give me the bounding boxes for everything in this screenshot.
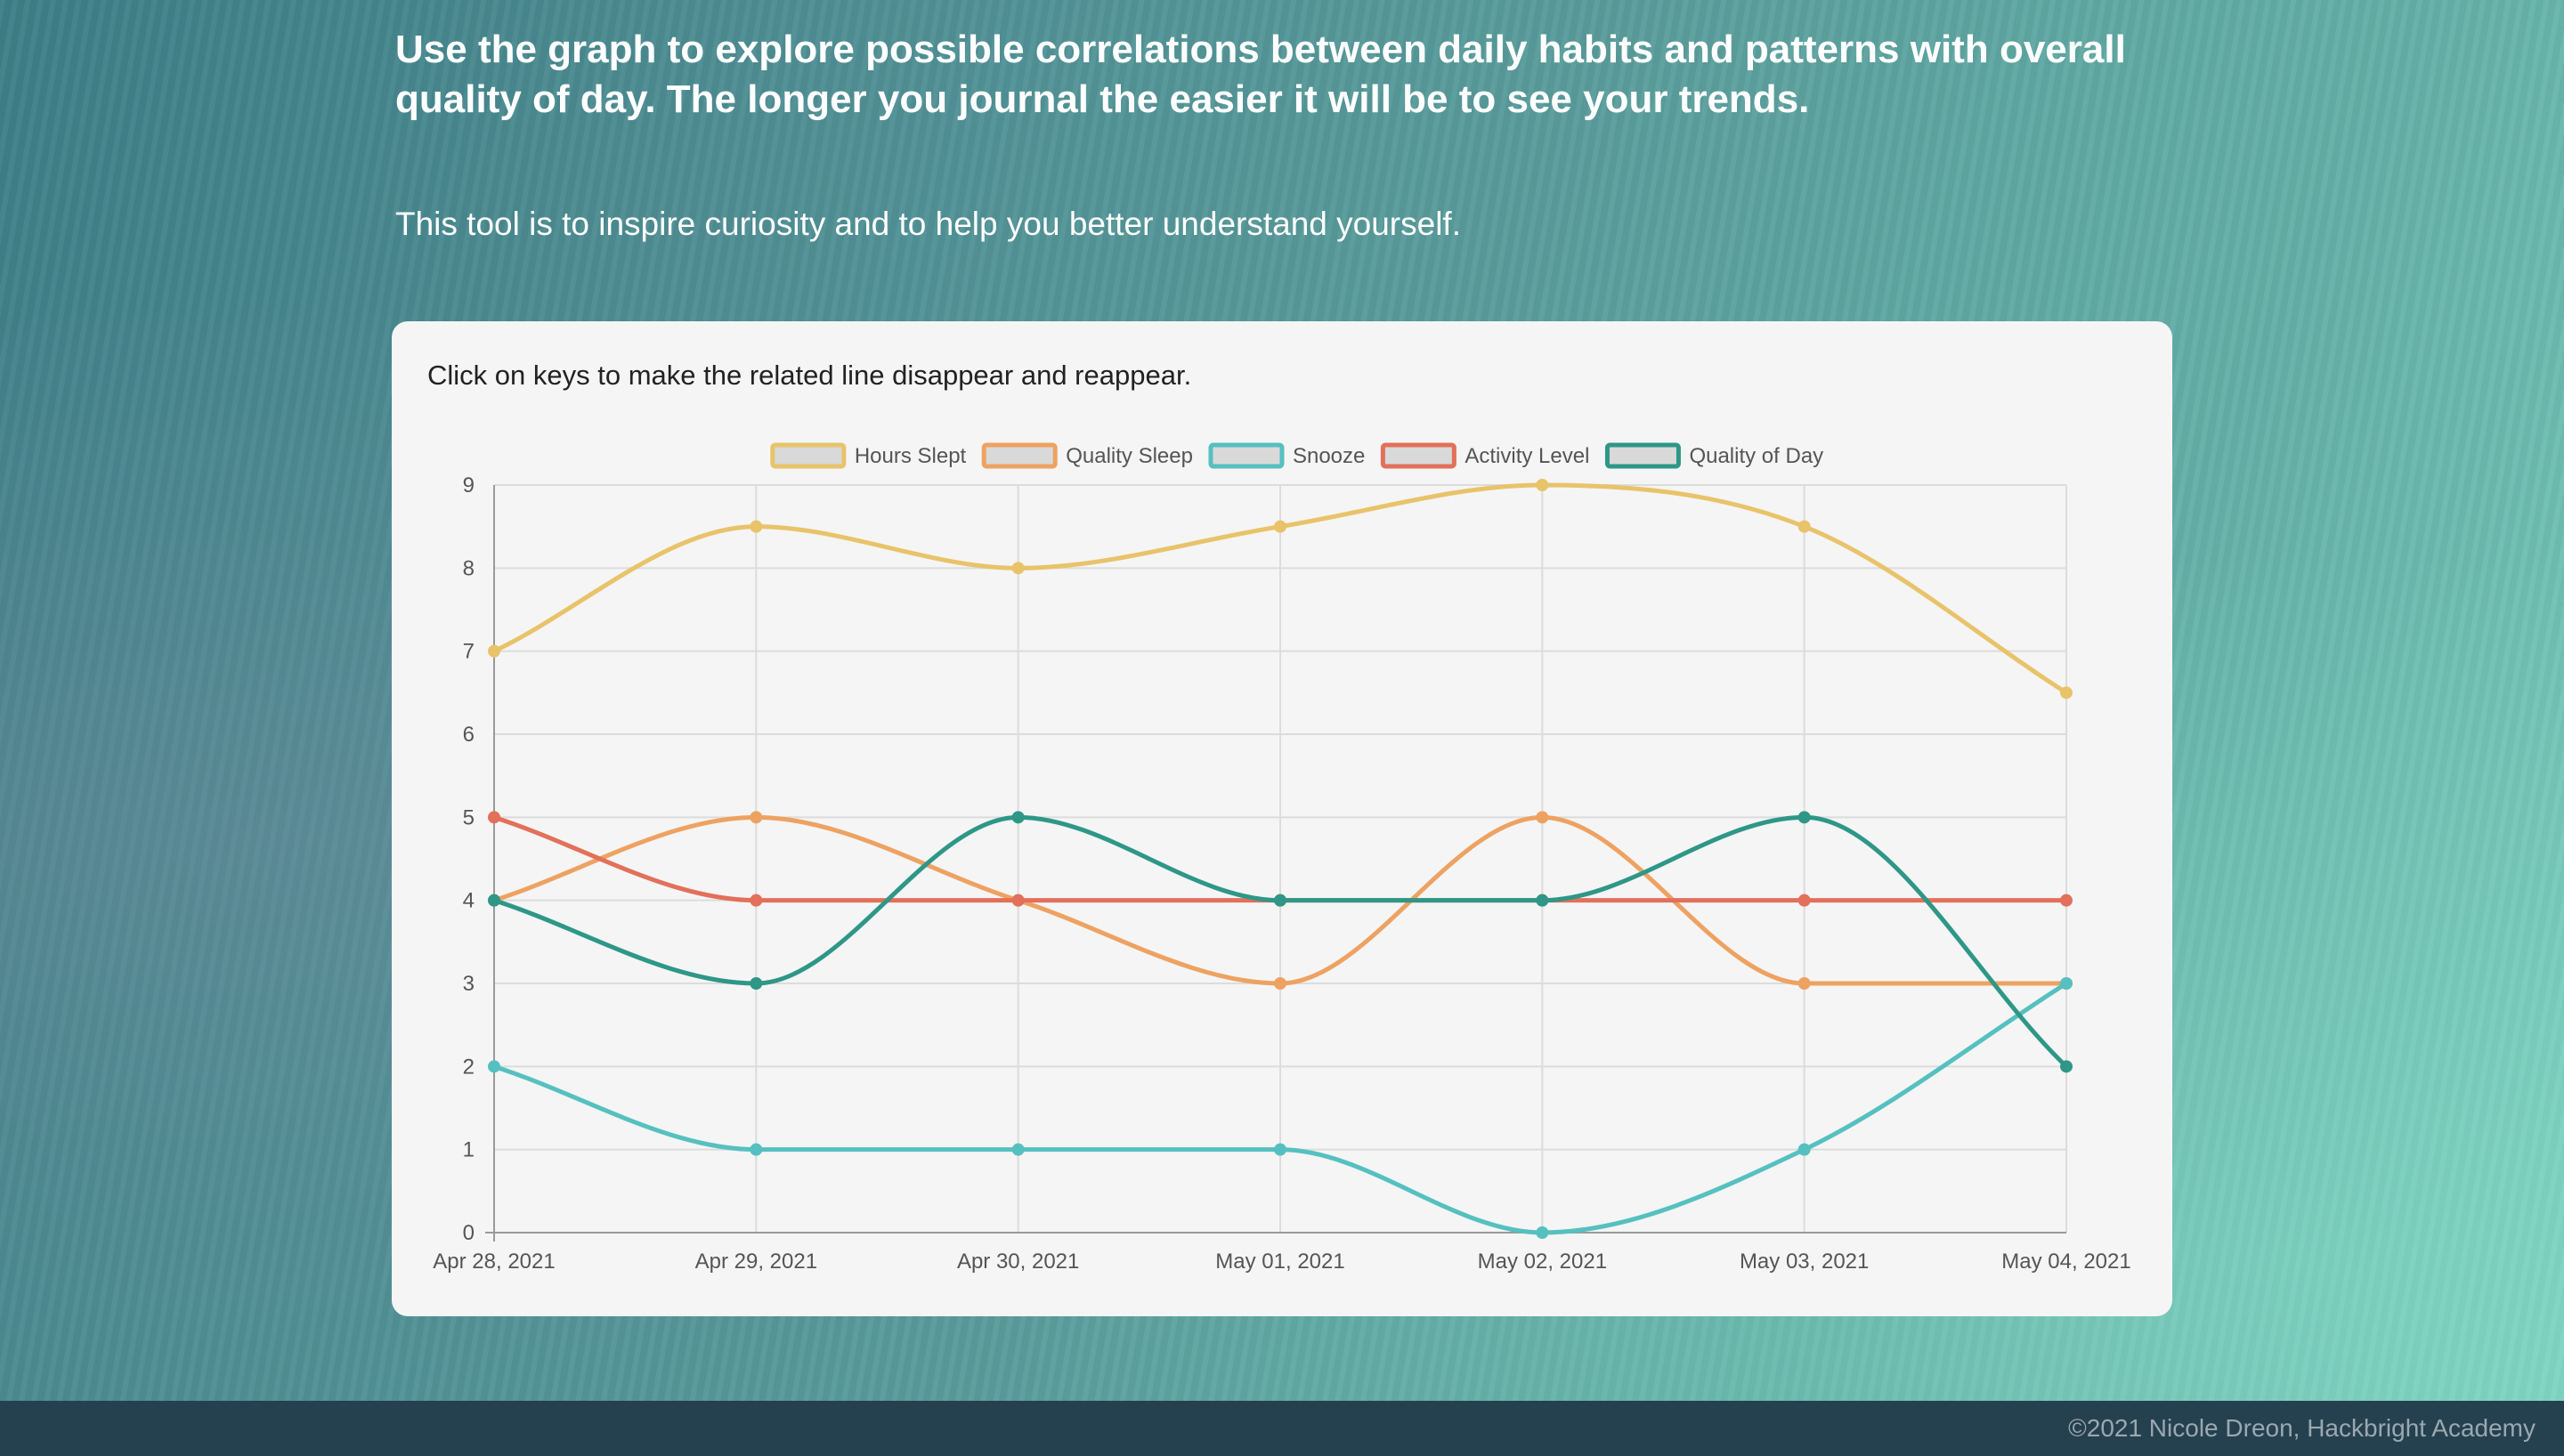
- x-tick-label: May 03, 2021: [1740, 1250, 1869, 1274]
- data-point-hours-slept: [750, 520, 763, 533]
- data-point-snooze: [1274, 1143, 1286, 1156]
- data-point-snooze: [488, 1060, 500, 1073]
- legend-item-quality-of-day[interactable]: Quality of Day: [1604, 442, 1823, 469]
- intro-section: Use the graph to explore possible correl…: [395, 25, 2176, 242]
- y-tick-label: 1: [463, 1138, 475, 1162]
- x-tick-label: May 04, 2021: [2001, 1250, 2130, 1274]
- series-snooze: [488, 977, 2073, 1239]
- legend-label: Quality Sleep: [1066, 444, 1193, 468]
- y-tick-label: 4: [463, 889, 475, 913]
- legend-label: Quality of Day: [1689, 444, 1823, 468]
- data-point-hours-slept: [488, 644, 500, 658]
- series-hours-slept: [488, 479, 2073, 700]
- data-point-activity-level: [2060, 894, 2073, 907]
- data-point-hours-slept: [1536, 479, 1549, 491]
- x-tick-label: Apr 28, 2021: [433, 1250, 555, 1274]
- data-point-snooze: [750, 1143, 763, 1156]
- y-tick-label: 7: [463, 640, 475, 664]
- y-tick-label: 3: [463, 972, 475, 996]
- data-point-quality-of-day: [2060, 1060, 2073, 1073]
- legend-item-activity-level[interactable]: Activity Level: [1380, 442, 1589, 469]
- data-point-snooze: [1536, 1226, 1549, 1239]
- legend-swatch: [1604, 442, 1681, 469]
- y-tick-label: 8: [463, 556, 475, 580]
- data-point-activity-level: [488, 811, 500, 824]
- data-point-quality-of-day: [488, 894, 500, 907]
- chart-legend: Hours Slept Quality Sleep Snooze Activity L…: [770, 442, 1823, 469]
- data-point-hours-slept: [1011, 562, 1025, 575]
- data-point-quality-of-day: [750, 977, 763, 990]
- data-point-quality-of-day: [1797, 811, 1811, 824]
- y-tick-label: 9: [463, 473, 475, 497]
- chart-grid: [493, 484, 2067, 1234]
- y-tick-label: 2: [463, 1055, 475, 1079]
- copyright-text: ©2021 Nicole Dreon, Hackbright Academy: [2068, 1414, 2536, 1442]
- data-point-quality-of-day: [1011, 811, 1025, 824]
- x-tick-label: Apr 30, 2021: [957, 1250, 1079, 1274]
- x-tick-label: Apr 29, 2021: [695, 1250, 817, 1274]
- legend-swatch: [770, 442, 847, 469]
- data-point-hours-slept: [1797, 520, 1811, 533]
- series-quality-of-day: [488, 811, 2073, 1073]
- legend-label: Activity Level: [1465, 444, 1589, 468]
- y-tick-label: 5: [463, 805, 475, 829]
- data-point-snooze: [1011, 1143, 1025, 1156]
- data-point-quality-sleep: [1274, 977, 1286, 990]
- y-tick-label: 6: [463, 723, 475, 747]
- legend-swatch: [1380, 442, 1456, 469]
- legend-swatch: [1208, 442, 1285, 469]
- x-tick-label: May 02, 2021: [1478, 1250, 1607, 1274]
- data-point-quality-sleep: [1797, 977, 1811, 990]
- legend-swatch: [981, 442, 1058, 469]
- x-tick-label: May 01, 2021: [1215, 1250, 1344, 1274]
- data-point-quality-of-day: [1536, 894, 1549, 907]
- legend-item-snooze[interactable]: Snooze: [1208, 442, 1365, 469]
- data-point-quality-sleep: [750, 811, 763, 824]
- data-point-snooze: [1797, 1143, 1811, 1156]
- legend-label: Snooze: [1293, 444, 1365, 468]
- data-point-hours-slept: [1274, 520, 1286, 533]
- data-point-quality-of-day: [1274, 894, 1286, 907]
- chart-card: Click on keys to make the related line d…: [392, 321, 2172, 1316]
- data-point-snooze: [2060, 977, 2073, 990]
- intro-subtext: This tool is to inspire curiosity and to…: [395, 206, 1461, 242]
- data-point-hours-slept: [2060, 686, 2073, 700]
- data-point-activity-level: [1011, 894, 1025, 907]
- data-point-activity-level: [1797, 894, 1811, 907]
- data-point-activity-level: [750, 894, 763, 907]
- legend-item-hours-slept[interactable]: Hours Slept: [770, 442, 967, 469]
- intro-heading: Use the graph to explore possible correl…: [395, 28, 2126, 121]
- legend-label: Hours Slept: [855, 444, 967, 468]
- data-point-quality-sleep: [1536, 811, 1549, 824]
- line-chart: 0 1 2 3 4 5 6 7 8 9 Apr 28, 2021 Apr 29, 2021 Apr 30…: [433, 442, 2131, 1274]
- legend-item-quality-sleep[interactable]: Quality Sleep: [981, 442, 1193, 469]
- chart-instructions: Click on keys to make the related line d…: [427, 360, 1192, 391]
- footer: ©2021 Nicole Dreon, Hackbright Academy: [0, 1401, 2564, 1456]
- y-tick-label: 0: [463, 1221, 475, 1245]
